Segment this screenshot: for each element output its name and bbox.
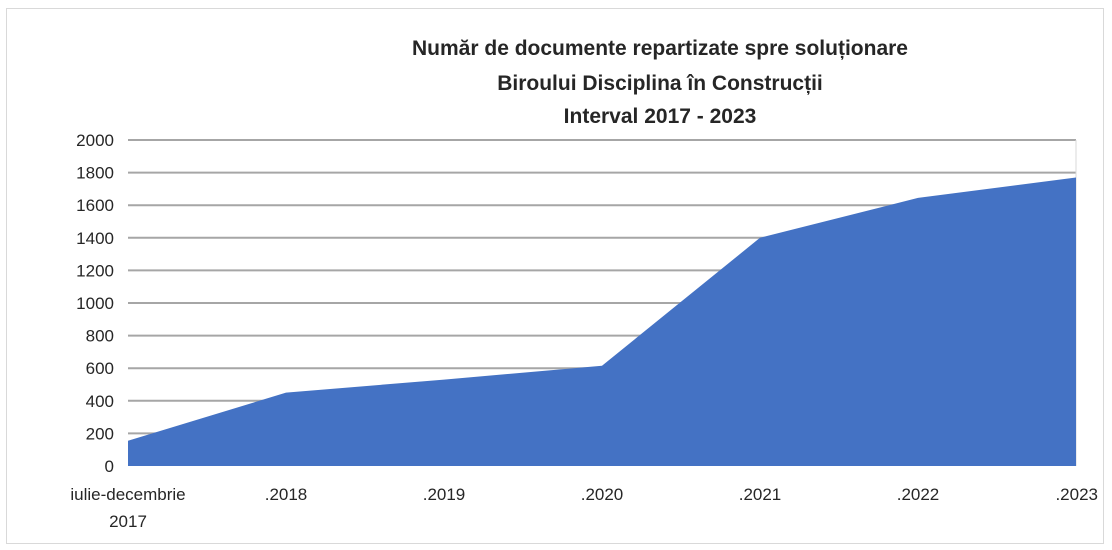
x-tick-label-6: .2023 — [1055, 485, 1098, 504]
y-tick-label-600: 600 — [86, 359, 114, 378]
x-tick-label-line: .2023 — [1055, 485, 1098, 504]
y-tick-label-1000: 1000 — [76, 294, 114, 313]
x-tick-label-line: iulie-decembrie — [70, 485, 185, 504]
y-tick-label-200: 200 — [86, 424, 114, 443]
chart-title-line-1: Număr de documente repartizate spre solu… — [412, 37, 908, 60]
x-tick-label-0: iulie-decembrie 2017 — [70, 485, 185, 531]
x-tick-label-line: 2017 — [109, 512, 147, 531]
x-tick-label-line: .2018 — [265, 485, 308, 504]
y-tick-label-1400: 1400 — [76, 229, 114, 248]
y-tick-label-1200: 1200 — [76, 261, 114, 280]
x-tick-label-line: .2019 — [423, 485, 466, 504]
x-tick-label-line: .2021 — [739, 485, 782, 504]
y-tick-label-2000: 2000 — [76, 131, 114, 150]
x-tick-label-5: .2022 — [897, 485, 940, 504]
x-tick-label-line: .2020 — [581, 485, 624, 504]
y-tick-label-800: 800 — [86, 327, 114, 346]
y-tick-label-1600: 1600 — [76, 196, 114, 215]
x-tick-label-4: .2021 — [739, 485, 782, 504]
y-tick-label-400: 400 — [86, 392, 114, 411]
y-tick-label-0: 0 — [105, 457, 114, 476]
x-tick-label-3: .2020 — [581, 485, 624, 504]
x-tick-label-1: .2018 — [265, 485, 308, 504]
y-tick-label-1800: 1800 — [76, 164, 114, 183]
x-tick-label-2: .2019 — [423, 485, 466, 504]
x-tick-label-line: .2022 — [897, 485, 940, 504]
chart-title-line-2: Biroului Disciplina în Construcții — [497, 72, 823, 95]
chart-title-line-3: Interval 2017 - 2023 — [563, 105, 757, 128]
area-series — [128, 177, 1076, 467]
